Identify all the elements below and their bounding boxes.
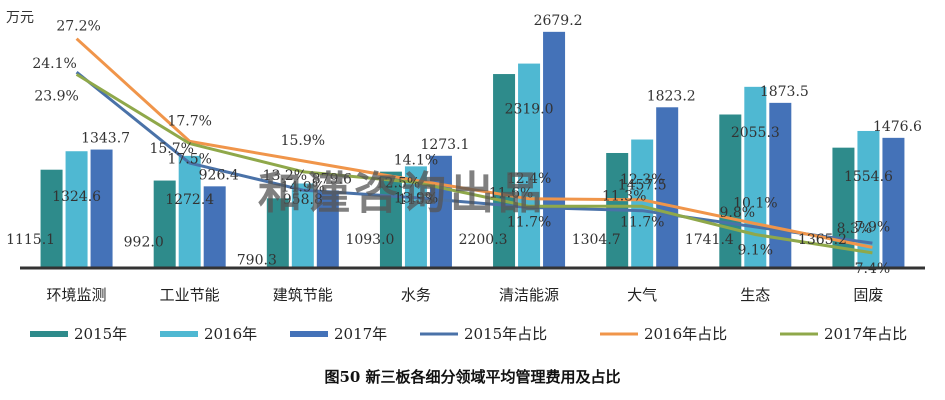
bar-label-2-3: 958.8	[283, 192, 323, 208]
legend-label-2: 2016年	[204, 325, 257, 343]
bar-label-1-8: 1365.2	[798, 232, 847, 248]
line-label-2-3: 15.9%	[281, 133, 325, 149]
legend-swatch-3	[290, 331, 328, 337]
bar-label-3-3: 879.6	[312, 171, 352, 187]
line-label-3-2: 17.5%	[167, 152, 211, 168]
bar-label-3-2: 926.4	[199, 167, 239, 183]
line-label-layer: 24.1% 15.7% 13.2% 12.5% 11.6% 11.3% 9.8% 8.3% 27…	[32, 19, 890, 277]
line-layer	[75, 37, 873, 255]
bar-1-3	[266, 198, 289, 268]
bar-label-1-7: 1741.4	[685, 232, 734, 248]
line-label-1-6: 11.3%	[602, 189, 646, 205]
bar-1-5	[493, 74, 516, 268]
line-label-3-4: 13.9%	[394, 191, 438, 207]
bar-3-2	[203, 186, 226, 268]
bar-label-3-4: 1273.1	[420, 137, 469, 153]
line-label-3-1: 23.9%	[34, 88, 78, 104]
bar-label-layer: 1115.1 992.0 790.3 1093.0 2200.3 1304.7 1741.4…	[6, 13, 922, 269]
bar-label-3-1: 1343.7	[81, 131, 130, 147]
bar-2-6	[631, 139, 654, 268]
bar-label-2-8: 1554.6	[844, 169, 893, 185]
bar-label-2-1: 1324.6	[52, 189, 101, 205]
bar-label-3-5: 2679.2	[534, 13, 583, 29]
bar-label-1-4: 1093.0	[345, 232, 394, 248]
bar-label-3-6: 1823.2	[647, 88, 696, 104]
legend-label-6: 2017年占比	[824, 325, 907, 343]
bar-3-6	[656, 107, 679, 268]
line-label-1-8: 8.3%	[837, 221, 873, 237]
bar-label-2-6: 1457.5	[618, 178, 667, 194]
category-label-8: 固废	[853, 286, 883, 304]
legend-label-5: 2016年占比	[644, 325, 727, 343]
category-label-2: 工业节能	[160, 286, 220, 304]
category-label-1: 环境监测	[47, 286, 107, 304]
bar-label-1-5: 2200.3	[459, 232, 508, 248]
bar-2-5	[518, 63, 541, 269]
bar-label-2-5: 2319.0	[505, 102, 554, 118]
line-label-2-4: 14.1%	[394, 152, 438, 168]
category-label-5: 清洁能源	[499, 286, 559, 304]
bar-1-2	[153, 180, 176, 268]
line-label-1-4: 12.5%	[376, 176, 420, 192]
legend-label-1: 2015年	[74, 325, 127, 343]
bar-3-3	[316, 190, 339, 268]
line-label-1-2: 15.7%	[149, 141, 193, 157]
legend-swatch-1	[30, 331, 68, 337]
category-label-7: 生态	[740, 286, 770, 304]
category-label-4: 水务	[401, 286, 431, 304]
bar-1-1	[40, 169, 63, 268]
line-label-1-7: 9.8%	[720, 205, 756, 221]
bar-label-3-8: 1476.6	[873, 119, 922, 135]
bar-2-4	[404, 166, 427, 268]
bar-3-5	[543, 31, 566, 268]
bar-label-2-2: 1272.4	[165, 192, 214, 208]
bar-label-1-3: 790.3	[237, 252, 277, 268]
bar-label-1-1: 1115.1	[6, 232, 55, 248]
line-label-3-6: 11.7%	[620, 214, 664, 230]
bar-label-1-6: 1304.7	[572, 232, 621, 248]
legend: 2015年 2016年 2017年 2015年占比 2016年占比 2017年占比	[30, 325, 907, 343]
line-label-2-2: 17.7%	[167, 113, 211, 129]
category-label-3: 建筑节能	[273, 286, 333, 304]
line-label-2-1: 27.2%	[56, 19, 100, 35]
bar-3-1	[90, 149, 113, 268]
line-label-2-7: 10.1%	[733, 196, 777, 212]
watermark: 和谨咨询出品	[258, 168, 546, 219]
bar-2-3	[291, 183, 314, 268]
bar-2-2	[178, 155, 201, 268]
bar-label-2-4: 1153	[398, 192, 434, 208]
line-label-3-8: 7.4%	[855, 261, 891, 277]
bar-label-3-7: 1873.5	[760, 84, 809, 100]
line-label-2-6: 12.3%	[620, 172, 664, 188]
bar-label-1-2: 992.0	[124, 235, 164, 251]
chart-caption: 图50 新三板各细分领域平均管理费用及占比	[324, 368, 621, 386]
line-label-3-3: 14.9%	[281, 180, 325, 196]
line-label-3-5: 11.7%	[507, 214, 551, 230]
line-label-3-7: 9.1%	[738, 242, 774, 258]
bar-2-1	[65, 151, 88, 268]
line-label-1-3: 13.2%	[263, 168, 307, 184]
line-label-2-5: 12.4%	[507, 171, 551, 187]
legend-swatch-2	[160, 331, 198, 337]
unit-label: 万元	[6, 10, 34, 26]
line-series-3	[75, 73, 873, 255]
line-series-2	[75, 37, 873, 249]
line-label-1-1: 24.1%	[32, 56, 76, 72]
category-label-6: 大气	[627, 286, 657, 304]
chart: 1115.1 992.0 790.3 1093.0 2200.3 1304.7 1741.4…	[6, 10, 925, 343]
legend-label-4: 2015年占比	[464, 325, 547, 343]
line-label-2-8: 7.9%	[855, 219, 891, 235]
bar-2-8	[857, 130, 880, 268]
legend-label-3: 2017年	[334, 325, 387, 343]
line-label-1-5: 11.6%	[489, 185, 533, 201]
bar-2-7	[744, 86, 767, 269]
line-series-1	[75, 71, 873, 245]
bar-label-2-7: 2055.3	[731, 125, 780, 141]
category-label-layer: 环境监测 工业节能 建筑节能 水务 清洁能源 大气 生态 固废	[47, 286, 884, 304]
bar-3-8	[882, 137, 905, 268]
